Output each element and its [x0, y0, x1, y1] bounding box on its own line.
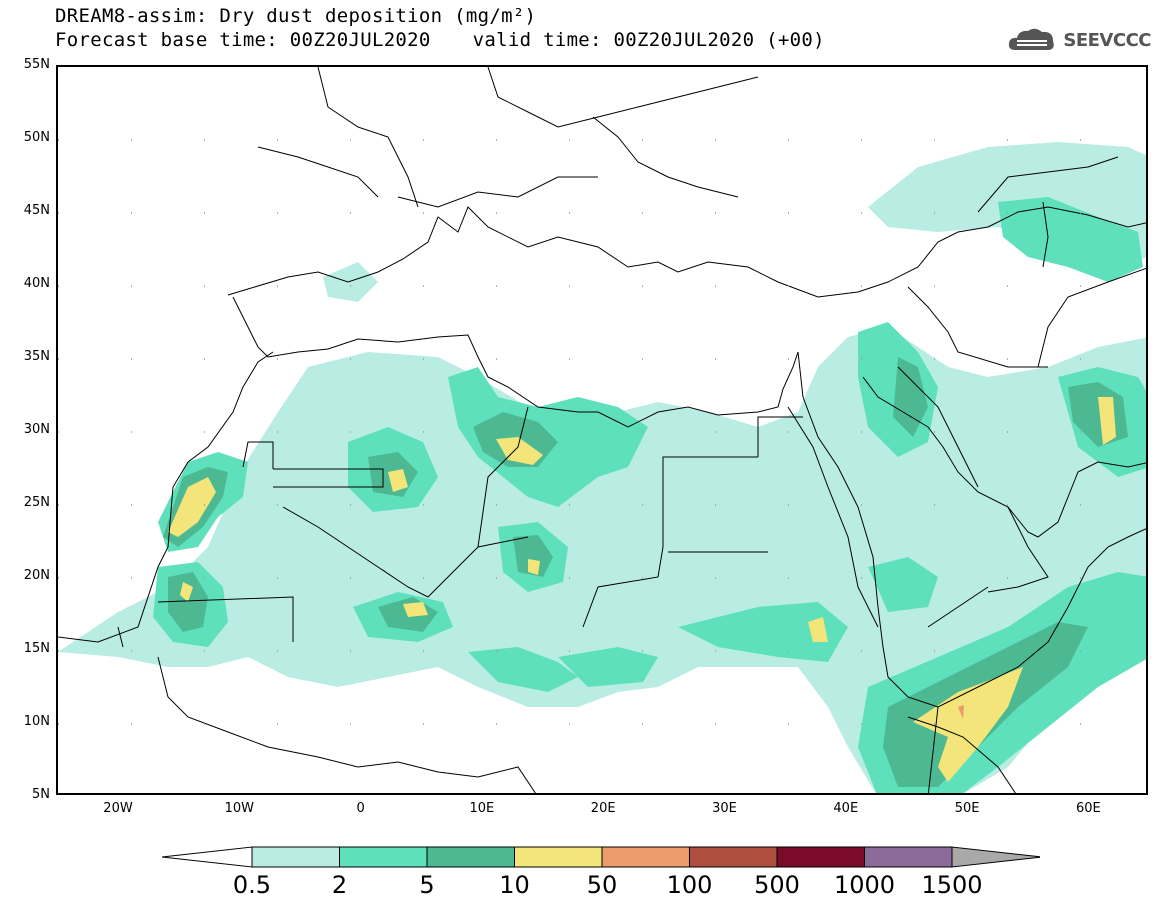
colorbar-segment: [776, 846, 865, 868]
colorbar-label: 50: [586, 871, 618, 899]
lat-label: 50N: [23, 130, 50, 145]
lat-label: 10N: [23, 714, 50, 729]
lon-label: 30E: [712, 801, 737, 816]
valid-time: valid time: 00Z20JUL2020 (+00): [472, 29, 825, 51]
contour-10-50: [168, 397, 1116, 782]
logo-text: SEEVCCC: [1063, 29, 1151, 51]
colorbar-label: 1500: [921, 871, 983, 899]
lat-label: 40N: [23, 276, 50, 291]
lon-label: 20E: [590, 801, 616, 816]
colorbar-segments: [161, 846, 1040, 868]
lat-label: 25N: [23, 495, 50, 510]
colorbar-label: 10: [499, 871, 530, 899]
dust-contours: [58, 142, 1146, 793]
colorbar-label: 0.5: [232, 871, 272, 899]
base-time: Forecast base time: 00Z20JUL2020: [55, 29, 431, 51]
colorbar-max-arrow: [951, 846, 1040, 868]
lon-label: 40E: [833, 801, 859, 816]
lat-label: 35N: [23, 349, 50, 364]
colorbar-segment: [339, 846, 428, 868]
lat-label: 15N: [23, 641, 50, 656]
lon-label: 60E: [1076, 801, 1101, 816]
colorbar-segment: [864, 846, 953, 868]
lon-label: 10E: [469, 801, 495, 816]
colorbar-label: 1000: [833, 871, 896, 899]
lat-label: 45N: [23, 203, 50, 218]
colorbar-min-arrow: [161, 846, 253, 868]
lon-label: 0: [356, 801, 365, 816]
lon-label: 50E: [954, 801, 980, 816]
lat-label: 55N: [23, 57, 50, 72]
colorbar-label: 500: [754, 871, 800, 899]
lat-label: 30N: [23, 422, 50, 437]
colorbar-segment: [689, 846, 778, 868]
colorbar-label: 2: [331, 871, 348, 899]
colorbar-segment: [601, 846, 690, 868]
colorbar-label: 5: [419, 871, 435, 899]
map-title: DREAM8-assim: Dry dust deposition (mg/m²…: [55, 5, 537, 27]
lat-label: 20N: [23, 568, 50, 583]
map-subtitle: Forecast base time: 00Z20JUL2020 valid ti…: [55, 29, 825, 51]
lon-label: 10W: [224, 801, 254, 816]
colorbar-segment: [514, 846, 603, 868]
lon-label: 20W: [103, 801, 133, 816]
coastlines-and-borders: [58, 67, 1146, 793]
lat-label: 5N: [32, 787, 50, 802]
map-canvas: [58, 67, 1146, 793]
colorbar-segment: [251, 846, 340, 868]
colorbar-segment: [426, 846, 515, 868]
colorbar-label: 100: [666, 871, 713, 899]
seevccc-logo: SEEVCCC: [1007, 26, 1151, 54]
dust-deposition-map: [56, 65, 1148, 795]
cloud-logo-icon: [1009, 28, 1055, 50]
contour-50-100: [958, 705, 964, 719]
colorbar: [161, 846, 1040, 868]
